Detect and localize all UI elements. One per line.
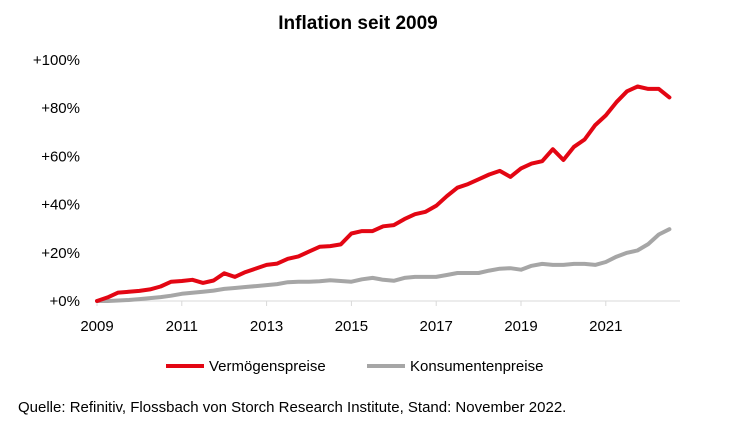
y-tick-label: +60% [41, 148, 80, 165]
y-tick-label: +80% [41, 100, 80, 117]
legend-label-konsumentenpreise: Konsumentenpreise [410, 358, 543, 375]
y-tick-label: +20% [41, 245, 80, 262]
x-tick-label: 2009 [80, 318, 113, 335]
x-axis-ticks: 2009 2011 2013 2015 2017 2019 2021 [80, 301, 622, 335]
series-line-vermoegenspreise [95, 84, 672, 303]
y-tick-label: +40% [41, 197, 80, 214]
legend: Vermögenspreise Konsumentenpreise [166, 358, 543, 375]
x-tick-label: 2013 [250, 318, 283, 335]
x-tick-label: 2017 [420, 318, 453, 335]
x-tick-label: 2019 [504, 318, 537, 335]
x-tick-label: 2015 [335, 318, 368, 335]
series-lines [95, 84, 672, 303]
legend-label-vermoegenspreise: Vermögenspreise [209, 358, 326, 375]
chart-title: Inflation seit 2009 [278, 13, 437, 34]
y-axis-ticks: +0% +20% +40% +60% +80% +100% [33, 52, 80, 310]
x-tick-label: 2021 [589, 318, 622, 335]
series-line-konsumentenpreise [95, 227, 672, 303]
y-tick-label: +100% [33, 52, 80, 69]
x-tick-label: 2011 [166, 318, 198, 335]
y-tick-label: +0% [50, 293, 80, 310]
source-note: Quelle: Refinitiv, Flossbach von Storch … [18, 399, 567, 416]
